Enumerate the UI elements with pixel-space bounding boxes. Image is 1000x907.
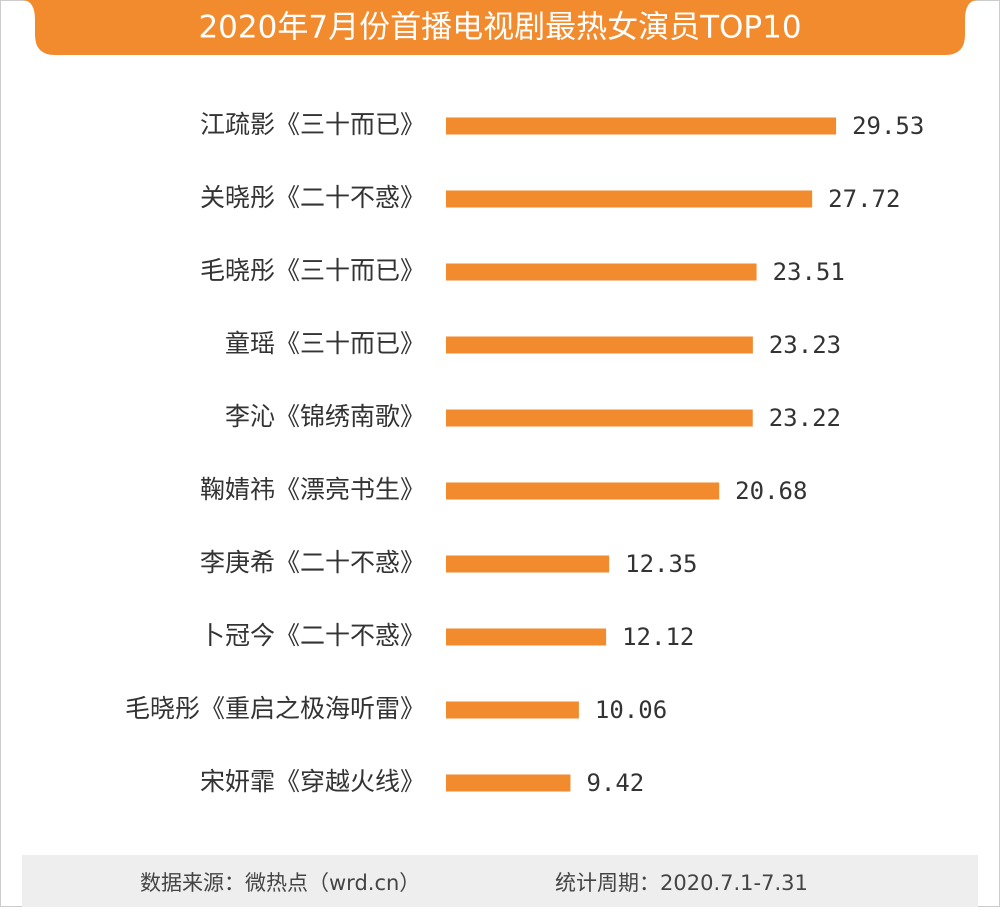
- value-label: 12.35: [625, 550, 697, 578]
- title-banner: [22, 0, 978, 55]
- bar: [446, 409, 753, 427]
- bar: [446, 482, 720, 500]
- category-label: 关晓彤《二十不惑》: [200, 183, 425, 212]
- bar: [446, 190, 813, 208]
- bar: [446, 336, 753, 354]
- category-label: 毛晓彤《重启之极海听雷》: [125, 694, 425, 723]
- bar: [446, 555, 610, 573]
- bar: [446, 774, 571, 792]
- value-label: 29.53: [852, 112, 924, 140]
- value-label: 20.68: [735, 477, 807, 505]
- value-label: 9.42: [586, 769, 644, 797]
- category-label: 毛晓彤《三十而已》: [200, 256, 425, 285]
- footer-band: [22, 855, 978, 907]
- value-label: 23.23: [769, 331, 841, 359]
- value-label: 12.12: [622, 623, 694, 651]
- bar: [446, 628, 607, 646]
- category-label: 鞠婧祎《漂亮书生》: [200, 475, 425, 504]
- category-label: 童瑶《三十而已》: [225, 329, 425, 358]
- value-label: 23.51: [773, 258, 845, 286]
- category-label: 卜冠今《二十不惑》: [200, 621, 425, 650]
- bar: [446, 117, 837, 135]
- value-label: 27.72: [828, 185, 900, 213]
- category-label: 宋妍霏《穿越火线》: [200, 767, 425, 796]
- bar: [446, 701, 579, 719]
- category-label: 李沁《锦绣南歌》: [225, 402, 425, 431]
- category-label: 江疏影《三十而已》: [200, 110, 425, 139]
- period: 统计周期：2020.7.1-7.31: [555, 871, 808, 895]
- chart-title: 2020年7月份首播电视剧最热女演员TOP10: [198, 10, 801, 46]
- value-label: 23.22: [769, 404, 841, 432]
- value-label: 10.06: [595, 696, 667, 724]
- source: 数据来源：微热点（wrd.cn）: [140, 871, 420, 895]
- category-label: 李庚希《二十不惑》: [200, 548, 425, 577]
- bar: [446, 263, 757, 281]
